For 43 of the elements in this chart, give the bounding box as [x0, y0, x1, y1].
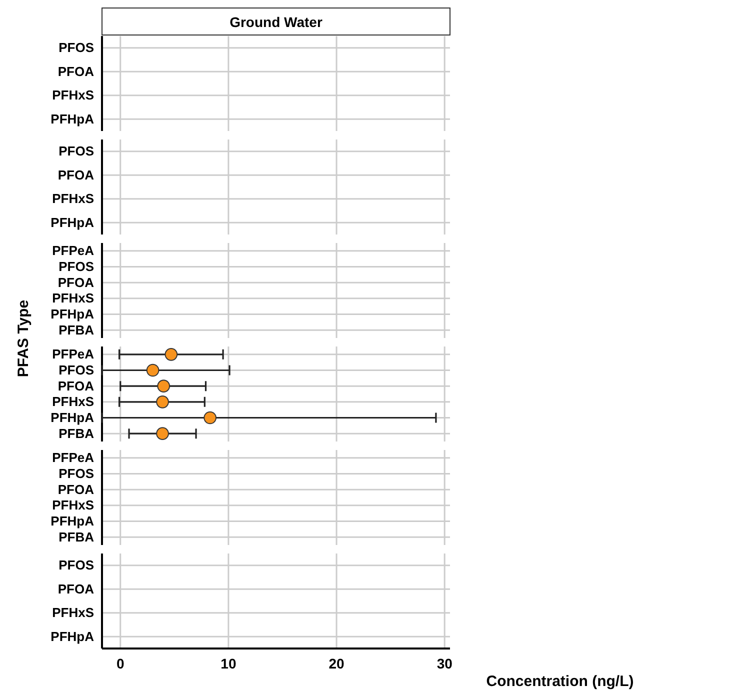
- x-axis-title: Concentration (ng/L): [486, 673, 634, 690]
- x-tick-label: 0: [116, 655, 124, 672]
- y-tick-label: PFOA: [58, 167, 95, 182]
- y-tick-label: PFPeA: [52, 243, 95, 258]
- y-tick-label: PFHxS: [52, 290, 94, 306]
- point: [156, 427, 169, 440]
- y-tick-label: PFOS: [58, 258, 94, 274]
- chart-title: Ground Water: [230, 14, 323, 30]
- x-tick-label: 10: [220, 655, 236, 672]
- y-tick-label: PFHpA: [50, 111, 95, 126]
- y-tick-label: PFOS: [58, 40, 94, 56]
- y-tick-label: PFBA: [58, 529, 95, 544]
- y-tick-label: PFOS: [58, 558, 94, 573]
- point: [164, 348, 178, 361]
- y-tick-label: PFHxS: [52, 88, 94, 103]
- y-tick-label: PFOS: [58, 362, 94, 378]
- y-tick-label: PFBA: [58, 322, 95, 338]
- y-tick-label: PFHpA: [50, 628, 95, 644]
- y-tick-label: PFOA: [58, 64, 95, 79]
- y-tick-label: PFHpA: [50, 306, 95, 322]
- point: [146, 364, 160, 377]
- y-tick-label: PFOA: [58, 378, 95, 394]
- y-tick-label: PFOA: [58, 274, 95, 290]
- point: [157, 380, 170, 392]
- y-tick-label: PFHxS: [52, 394, 94, 410]
- y-tick-label: PFPeA: [52, 346, 95, 362]
- y-tick-label: PFOS: [58, 144, 94, 159]
- y-tick-label: PFPeA: [52, 450, 95, 466]
- y-tick-label: PFHpA: [50, 410, 95, 425]
- y-tick-label: PFBA: [58, 426, 95, 441]
- y-tick-label: PFOA: [58, 581, 95, 596]
- point: [156, 396, 169, 408]
- y-tick-label: PFOA: [58, 482, 95, 497]
- x-tick-label: 30: [436, 655, 453, 672]
- y-tick-label: PFHxS: [52, 605, 94, 620]
- y-tick-label: PFHxS: [52, 191, 94, 206]
- y-tick-label: PFHpA: [50, 214, 95, 230]
- y-tick-label: PFHxS: [52, 498, 94, 513]
- point: [204, 411, 216, 424]
- y-tick-label: PFOS: [58, 466, 94, 481]
- y-tick-label: PFHpA: [50, 513, 95, 528]
- y-axis-title: PFAS Type: [15, 300, 32, 378]
- x-tick-label: 20: [328, 655, 345, 672]
